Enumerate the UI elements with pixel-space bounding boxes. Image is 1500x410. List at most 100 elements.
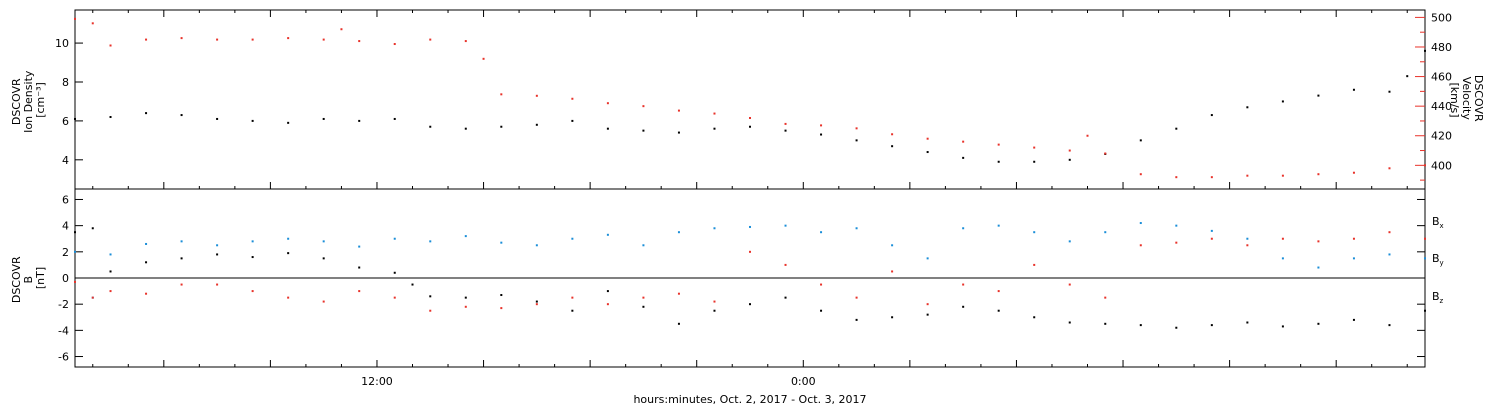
by-point xyxy=(145,242,148,245)
velocity-point xyxy=(1317,173,1320,176)
by-point xyxy=(1246,237,1249,240)
bx-point xyxy=(358,266,361,269)
bz-point xyxy=(997,290,1000,293)
bx-point xyxy=(1210,324,1213,327)
bz-point xyxy=(749,250,751,253)
bx-point xyxy=(677,322,680,325)
by-point xyxy=(393,237,396,240)
by-point xyxy=(571,237,574,240)
bz-point xyxy=(393,296,396,299)
velocity-point xyxy=(1424,164,1426,167)
by-point xyxy=(535,244,538,247)
b-tick-label: -2 xyxy=(58,298,69,311)
by-point xyxy=(1104,231,1107,234)
bx-point xyxy=(1104,322,1107,325)
velocity-point xyxy=(429,38,432,41)
bz-point xyxy=(216,283,219,286)
x-tick-label: 0:00 xyxy=(791,375,816,388)
density-point xyxy=(962,156,965,159)
density-point xyxy=(1317,94,1320,97)
b-tick-label: -4 xyxy=(58,324,69,337)
top-panel-frame xyxy=(74,9,1426,190)
bz-point xyxy=(535,303,538,306)
bx-point xyxy=(500,294,503,297)
bz-point xyxy=(891,270,894,273)
legend-by-text: B xyxy=(1432,252,1440,265)
velocity-point xyxy=(393,43,396,46)
legend: Bx By Bz xyxy=(1432,215,1444,305)
b-axis-ticks: -6 -4 -2 0 2 4 6 xyxy=(58,193,1425,364)
density-point xyxy=(1406,75,1409,78)
by-point xyxy=(429,240,432,243)
density-tick-label: 4 xyxy=(62,154,69,167)
velocity-point xyxy=(287,37,290,40)
density-point xyxy=(1281,100,1284,103)
density-point xyxy=(74,117,76,120)
velocity-point xyxy=(1210,176,1213,179)
velocity-point xyxy=(962,140,965,143)
velocity-point xyxy=(997,143,1000,146)
bx-point xyxy=(1033,316,1036,319)
by-point xyxy=(642,244,645,247)
bottom-panel-points xyxy=(74,222,1426,329)
by-point xyxy=(677,231,680,234)
density-point xyxy=(926,151,929,154)
by-point xyxy=(606,233,609,236)
bx-point xyxy=(962,305,965,308)
by-point xyxy=(1210,229,1213,232)
b-tick-label: -6 xyxy=(58,351,69,364)
velocity-point xyxy=(91,22,94,25)
x-tick-label: 12:00 xyxy=(361,375,393,388)
density-point xyxy=(1352,88,1355,91)
bz-point xyxy=(606,303,609,306)
by-point xyxy=(1388,253,1391,256)
bz-point xyxy=(1033,263,1036,266)
b-tick-label: 0 xyxy=(62,272,69,285)
bx-point xyxy=(91,227,94,230)
by-point xyxy=(713,227,716,230)
magnetic-field-panel: -6 -4 -2 0 2 4 6 DSCOVR B [nT] Bx By Bz xyxy=(10,188,1444,368)
density-point xyxy=(145,112,148,115)
bx-point xyxy=(535,300,538,303)
by-point xyxy=(820,231,823,234)
velocity-point xyxy=(855,127,858,130)
velocity-point xyxy=(482,57,485,60)
density-point xyxy=(251,119,254,122)
density-label-line-1: DSCOVR xyxy=(10,78,23,125)
bx-point xyxy=(606,290,609,293)
velocity-point xyxy=(1086,134,1089,137)
velocity-label-line-3: [km/s] xyxy=(1448,82,1461,117)
density-axis-ticks: 4 6 8 10 xyxy=(55,37,83,167)
velocity-point xyxy=(1068,149,1071,152)
b-tick-label: 6 xyxy=(62,193,69,206)
density-point xyxy=(358,119,361,122)
bx-point xyxy=(1175,326,1178,329)
density-point xyxy=(820,133,823,136)
bx-point xyxy=(145,261,148,264)
density-point xyxy=(1175,127,1178,130)
velocity-point xyxy=(358,40,361,43)
legend-bx-text: B xyxy=(1432,215,1440,228)
by-point xyxy=(1281,257,1284,260)
bz-point xyxy=(642,296,645,299)
by-point xyxy=(962,227,965,230)
velocity-point xyxy=(749,116,751,119)
velocity-point xyxy=(606,102,609,105)
bz-point xyxy=(1317,240,1320,243)
bz-point xyxy=(464,305,467,308)
bz-point xyxy=(1175,241,1178,244)
bx-point xyxy=(855,318,858,321)
bz-point xyxy=(713,300,716,303)
density-point xyxy=(1246,106,1249,109)
by-point xyxy=(1175,224,1178,227)
bx-point xyxy=(216,253,219,256)
bx-point xyxy=(1139,324,1142,327)
bz-point xyxy=(1246,244,1249,247)
by-point xyxy=(251,240,254,243)
by-point xyxy=(1352,257,1355,260)
bx-point xyxy=(820,309,823,312)
velocity-point xyxy=(713,112,716,115)
velocity-point xyxy=(1388,167,1391,170)
by-point xyxy=(1424,257,1426,260)
bz-point xyxy=(145,292,148,295)
